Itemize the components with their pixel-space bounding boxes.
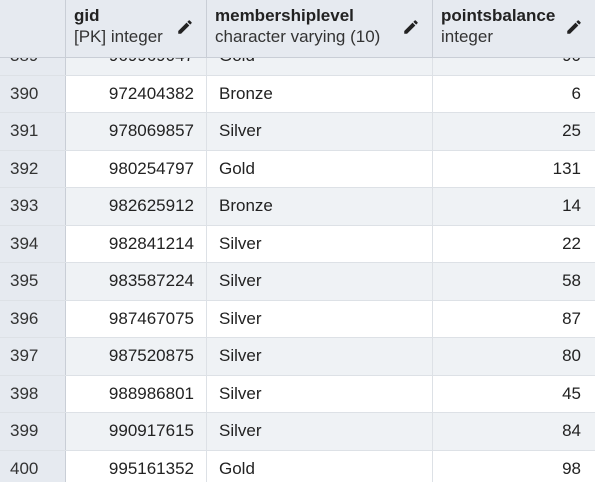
pointsbalance-cell[interactable]: 90 xyxy=(433,58,595,75)
row-number-cell[interactable]: 390 xyxy=(0,75,66,112)
grid-header: gid [PK] integer membershiplevel charact… xyxy=(0,0,595,58)
gid-cell[interactable]: 982625912 xyxy=(66,188,207,225)
pointsbalance-cell[interactable]: 45 xyxy=(433,375,595,412)
membershiplevel-cell[interactable]: Gold xyxy=(207,150,433,187)
grid-body: 389969969047Gold90390972404382Bronze6391… xyxy=(0,58,595,482)
table-row[interactable]: 399 990917615 Silver 84 xyxy=(0,413,595,451)
gid-cell[interactable]: 987520875 xyxy=(66,338,207,375)
gid-cell[interactable]: 987467075 xyxy=(66,300,207,337)
gid-cell[interactable]: 978069857 xyxy=(66,113,207,150)
table-row[interactable]: 389969969047Gold90 xyxy=(0,58,595,76)
table-row[interactable]: 396 987467075 Silver 87 xyxy=(0,300,595,338)
row-number-cell[interactable]: 392 xyxy=(0,150,66,187)
gid-cell[interactable]: 988986801 xyxy=(66,375,207,412)
row-number-cell[interactable]: 395 xyxy=(0,263,66,300)
table-row[interactable]: 397 987520875 Silver 80 xyxy=(0,338,595,376)
row-number-cell[interactable]: 393 xyxy=(0,188,66,225)
membershiplevel-cell[interactable]: Silver xyxy=(207,413,433,450)
pointsbalance-cell[interactable]: 131 xyxy=(433,150,595,187)
gid-cell[interactable]: 980254797 xyxy=(66,150,207,187)
pencil-icon[interactable] xyxy=(402,18,420,36)
row-number-cell[interactable]: 396 xyxy=(0,300,66,337)
row-number-cell[interactable]: 394 xyxy=(0,225,66,262)
pointsbalance-cell[interactable]: 25 xyxy=(433,113,595,150)
table-row[interactable]: 392 980254797 Gold 131 xyxy=(0,150,595,188)
membershiplevel-cell[interactable]: Gold xyxy=(207,58,433,75)
row-number-cell[interactable]: 397 xyxy=(0,338,66,375)
pointsbalance-cell[interactable]: 14 xyxy=(433,188,595,225)
column-name: gid xyxy=(74,6,100,25)
gid-cell[interactable]: 983587224 xyxy=(66,263,207,300)
column-name: pointsbalance xyxy=(441,6,556,25)
pointsbalance-cell[interactable]: 87 xyxy=(433,300,595,337)
gid-cell[interactable]: 969969047 xyxy=(66,58,207,75)
membershiplevel-cell[interactable]: Gold xyxy=(207,450,433,482)
table-row[interactable]: 394 982841214 Silver 22 xyxy=(0,225,595,263)
membershiplevel-cell[interactable]: Silver xyxy=(207,263,433,300)
column-type: character varying (10) xyxy=(215,27,381,46)
table-row[interactable]: 398 988986801 Silver 45 xyxy=(0,375,595,413)
table-row[interactable]: 390 972404382 Bronze 6 xyxy=(0,75,595,113)
column-header-pointsbalance[interactable]: pointsbalance integer xyxy=(433,0,595,57)
column-name: membershiplevel xyxy=(215,6,354,25)
column-type: integer xyxy=(441,27,493,46)
row-number-cell[interactable]: 399 xyxy=(0,413,66,450)
pointsbalance-cell[interactable]: 98 xyxy=(433,450,595,482)
membershiplevel-cell[interactable]: Silver xyxy=(207,338,433,375)
membershiplevel-cell[interactable]: Silver xyxy=(207,300,433,337)
row-number-cell[interactable]: 389 xyxy=(0,58,66,75)
pointsbalance-cell[interactable]: 6 xyxy=(433,75,595,112)
pointsbalance-cell[interactable]: 22 xyxy=(433,225,595,262)
membershiplevel-cell[interactable]: Bronze xyxy=(207,75,433,112)
table-row[interactable]: 395 983587224 Silver 58 xyxy=(0,263,595,301)
membershiplevel-cell[interactable]: Silver xyxy=(207,375,433,412)
gid-cell[interactable]: 982841214 xyxy=(66,225,207,262)
membershiplevel-cell[interactable]: Silver xyxy=(207,225,433,262)
grid-rows: 389969969047Gold90390972404382Bronze6391… xyxy=(0,58,595,482)
table-row[interactable]: 400 995161352 Gold 98 xyxy=(0,450,595,482)
gid-cell[interactable]: 972404382 xyxy=(66,75,207,112)
column-header-gid[interactable]: gid [PK] integer xyxy=(66,0,207,57)
pointsbalance-cell[interactable]: 80 xyxy=(433,338,595,375)
pencil-icon[interactable] xyxy=(176,18,194,36)
membershiplevel-cell[interactable]: Silver xyxy=(207,113,433,150)
pencil-icon[interactable] xyxy=(565,18,583,36)
table-row[interactable]: 393 982625912 Bronze 14 xyxy=(0,188,595,226)
row-number-header[interactable] xyxy=(0,0,66,57)
pointsbalance-cell[interactable]: 84 xyxy=(433,413,595,450)
column-header-membershiplevel[interactable]: membershiplevel character varying (10) xyxy=(207,0,433,57)
gid-cell[interactable]: 990917615 xyxy=(66,413,207,450)
row-number-cell[interactable]: 398 xyxy=(0,375,66,412)
row-number-cell[interactable]: 400 xyxy=(0,450,66,482)
pointsbalance-cell[interactable]: 58 xyxy=(433,263,595,300)
column-type: [PK] integer xyxy=(74,27,163,46)
table-row[interactable]: 391 978069857 Silver 25 xyxy=(0,113,595,151)
membershiplevel-cell[interactable]: Bronze xyxy=(207,188,433,225)
row-number-cell[interactable]: 391 xyxy=(0,113,66,150)
gid-cell[interactable]: 995161352 xyxy=(66,450,207,482)
